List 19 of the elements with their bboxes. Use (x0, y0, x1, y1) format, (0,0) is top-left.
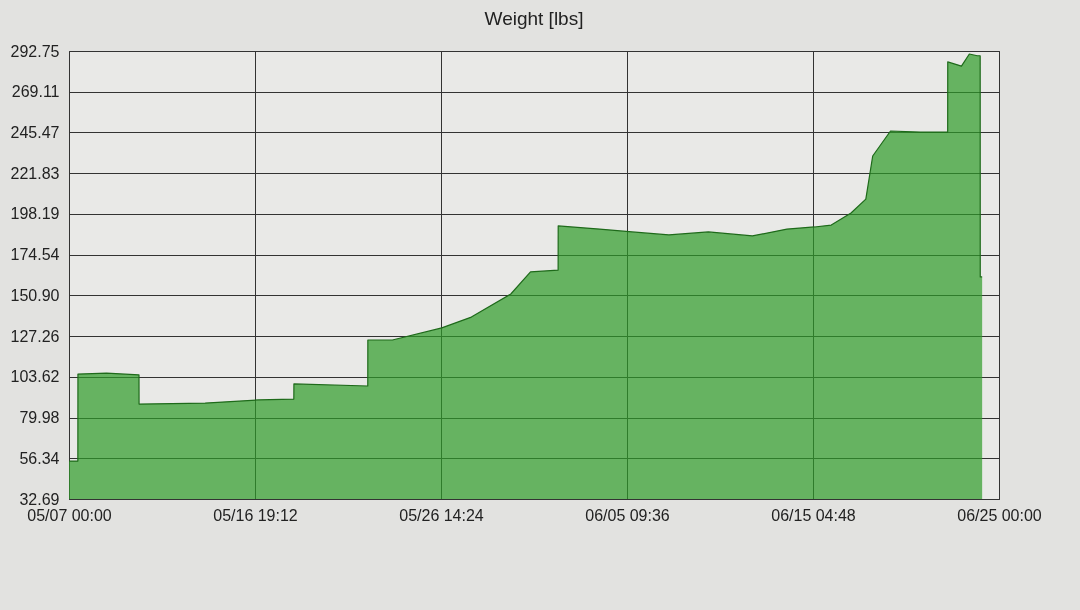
y-tick-label: 221.83 (10, 164, 60, 182)
y-tick-label: 269.11 (11, 83, 60, 101)
y-tick-label: 150.90 (10, 286, 60, 304)
x-tick-label: 06/15 04:48 (771, 506, 856, 524)
chart-title: Weight [lbs] (484, 8, 584, 29)
y-tick-label: 174.54 (10, 246, 60, 264)
y-tick-label: 103.62 (10, 368, 60, 386)
y-tick-label: 198.19 (10, 205, 60, 223)
y-tick-label: 245.47 (10, 123, 60, 141)
x-tick-label: 05/07 00:00 (27, 506, 112, 524)
y-tick-label: 56.34 (19, 449, 60, 467)
x-tick-label: 05/16 19:12 (213, 506, 298, 524)
x-tick-label: 05/26 14:24 (399, 506, 484, 524)
y-tick-label: 79.98 (19, 409, 60, 427)
y-tick-label: 292.75 (10, 42, 60, 60)
x-tick-label: 06/25 00:00 (957, 506, 1042, 524)
y-tick-label: 127.26 (10, 327, 60, 345)
x-tick-label: 06/05 09:36 (585, 506, 670, 524)
y-tick-label: 32.69 (19, 490, 60, 508)
